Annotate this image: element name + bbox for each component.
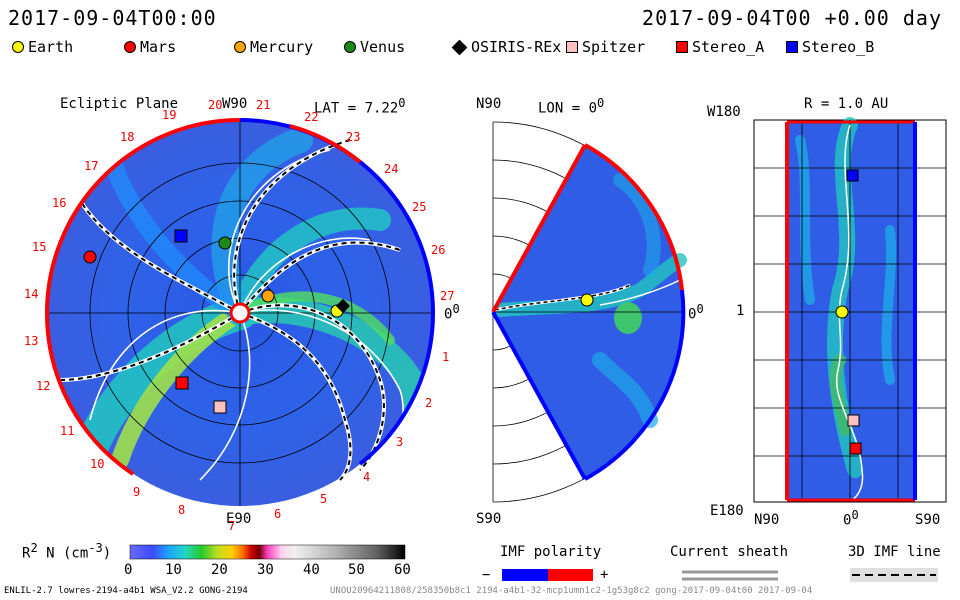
venus-marker-icon xyxy=(344,41,356,53)
ecliptic-tick: 10 xyxy=(90,457,105,471)
meridional-earth-marker-icon xyxy=(580,293,594,307)
radial-x-right: S90 xyxy=(915,512,941,528)
radial-x-mid: 00 xyxy=(843,508,859,529)
legend-osiris-rex: OSIRIS-REx xyxy=(451,38,561,56)
ecliptic-lat-label: LAT = 7.220 xyxy=(314,96,406,117)
imf-3d-title: 3D IMF line xyxy=(848,544,941,560)
colorbar-tick: 60 xyxy=(394,562,411,578)
current-sheath-title: Current sheath xyxy=(670,544,789,560)
stereo-a-marker-icon xyxy=(676,41,688,53)
ecliptic-tick: 9 xyxy=(133,485,141,499)
sun-icon xyxy=(229,302,251,324)
spitzer-marker-icon xyxy=(213,400,227,414)
stereo-b-marker-icon xyxy=(174,229,188,243)
radial-earth-marker-icon xyxy=(835,305,849,319)
radial-mid-label: 1 xyxy=(736,303,745,319)
legend-earth: Earth xyxy=(12,38,73,56)
imf-minus-label: − xyxy=(482,567,491,583)
ecliptic-tick: 12 xyxy=(36,379,51,393)
colorbar-tick: 20 xyxy=(211,562,228,578)
ecliptic-title: Ecliptic Plane xyxy=(60,96,179,112)
footer-run-id: UNOU20964211808/258350b8c1 2194-a4b1-32-… xyxy=(330,586,813,596)
legend-spitzer: Spitzer xyxy=(566,38,645,56)
earth-marker-icon xyxy=(12,41,24,53)
ecliptic-right-label: 00 xyxy=(444,302,460,323)
meridional-bottom-label: S90 xyxy=(476,511,502,527)
legend-venus: Venus xyxy=(344,38,405,56)
timestamp-left: 2017-09-04T00:00 xyxy=(8,6,217,30)
mercury-marker-icon xyxy=(234,41,246,53)
ecliptic-tick: 3 xyxy=(396,435,404,449)
ecliptic-tick: 16 xyxy=(52,196,67,210)
density-colorbar xyxy=(129,544,406,560)
ecliptic-tick: 15 xyxy=(32,240,47,254)
legend-mars: Mars xyxy=(124,38,176,56)
ecliptic-tick: 22 xyxy=(304,110,319,124)
colorbar-tick: 50 xyxy=(348,562,365,578)
osiris-rex-marker-icon xyxy=(335,298,351,314)
ecliptic-bottom-label: E90 xyxy=(226,511,252,527)
ecliptic-tick: 5 xyxy=(320,492,328,506)
ecliptic-tick: 8 xyxy=(178,503,186,517)
ecliptic-tick: 2 xyxy=(425,396,433,410)
colorbar-tick: 10 xyxy=(165,562,182,578)
ecliptic-tick: 20 xyxy=(208,98,223,112)
colorbar-tick: 40 xyxy=(303,562,320,578)
stereo-a-marker-icon xyxy=(175,376,189,390)
ecliptic-tick: 4 xyxy=(363,470,371,484)
spitzer-marker-icon xyxy=(566,41,578,53)
ecliptic-tick: 19 xyxy=(162,108,177,122)
ecliptic-tick: 18 xyxy=(120,130,135,144)
ecliptic-tick: 27 xyxy=(440,289,455,303)
mercury-marker-icon xyxy=(261,289,275,303)
ecliptic-tick: 17 xyxy=(84,159,99,173)
ecliptic-tick: 13 xyxy=(24,334,39,348)
ecliptic-tick: 26 xyxy=(431,243,446,257)
ecliptic-tick: 7 xyxy=(228,519,236,533)
colorbar-tick: 0 xyxy=(124,562,133,578)
venus-marker-icon xyxy=(218,236,232,250)
ecliptic-tick: 23 xyxy=(346,130,361,144)
ecliptic-top-label: W90 xyxy=(222,96,248,112)
footer-model-info: ENLIL-2.7 lowres-2194-a4b1 WSA_V2.2 GONG… xyxy=(4,586,248,596)
meridional-title: LON = 00 xyxy=(538,96,605,117)
legend-mercury: Mercury xyxy=(234,38,313,56)
ecliptic-tick: 14 xyxy=(24,287,39,301)
legend-stereo-a: Stereo_A xyxy=(676,38,764,56)
ecliptic-tick: 25 xyxy=(412,200,427,214)
radial-stereo-a-marker-icon xyxy=(849,442,862,455)
ecliptic-tick: 24 xyxy=(384,162,399,176)
imf-polarity-negative xyxy=(502,569,548,581)
meridional-panel xyxy=(491,121,687,503)
mars-marker-icon xyxy=(124,41,136,53)
imf-polarity-title: IMF polarity xyxy=(500,544,602,560)
meridional-right-label: 00 xyxy=(688,302,704,323)
colorbar-label: R2 N (cm-3) xyxy=(22,541,112,562)
legend-stereo-b: Stereo_B xyxy=(786,38,874,56)
radial-bottom-label: E180 xyxy=(710,503,744,519)
ecliptic-plane-panel xyxy=(44,118,436,506)
mars-marker-icon xyxy=(83,250,97,264)
ecliptic-tick: 11 xyxy=(60,424,75,438)
meridional-top-label: N90 xyxy=(476,96,502,112)
imf-plus-label: + xyxy=(600,567,609,583)
radial-title: R = 1.0 AU xyxy=(804,96,889,112)
ecliptic-tick: 21 xyxy=(256,98,271,112)
radial-top-label: W180 xyxy=(707,104,741,120)
radial-spitzer-marker-icon xyxy=(847,414,860,427)
ecliptic-tick: 6 xyxy=(274,507,282,521)
ecliptic-tick: 1 xyxy=(442,350,450,364)
imf-polarity-positive xyxy=(548,569,593,581)
radial-stereo-b-marker-icon xyxy=(846,169,859,182)
stereo-b-marker-icon xyxy=(786,41,798,53)
radial-x-left: N90 xyxy=(754,512,780,528)
radial-panel xyxy=(753,117,947,503)
colorbar-tick: 30 xyxy=(257,562,274,578)
timestamp-right: 2017-09-04T00 +0.00 day xyxy=(642,6,942,30)
